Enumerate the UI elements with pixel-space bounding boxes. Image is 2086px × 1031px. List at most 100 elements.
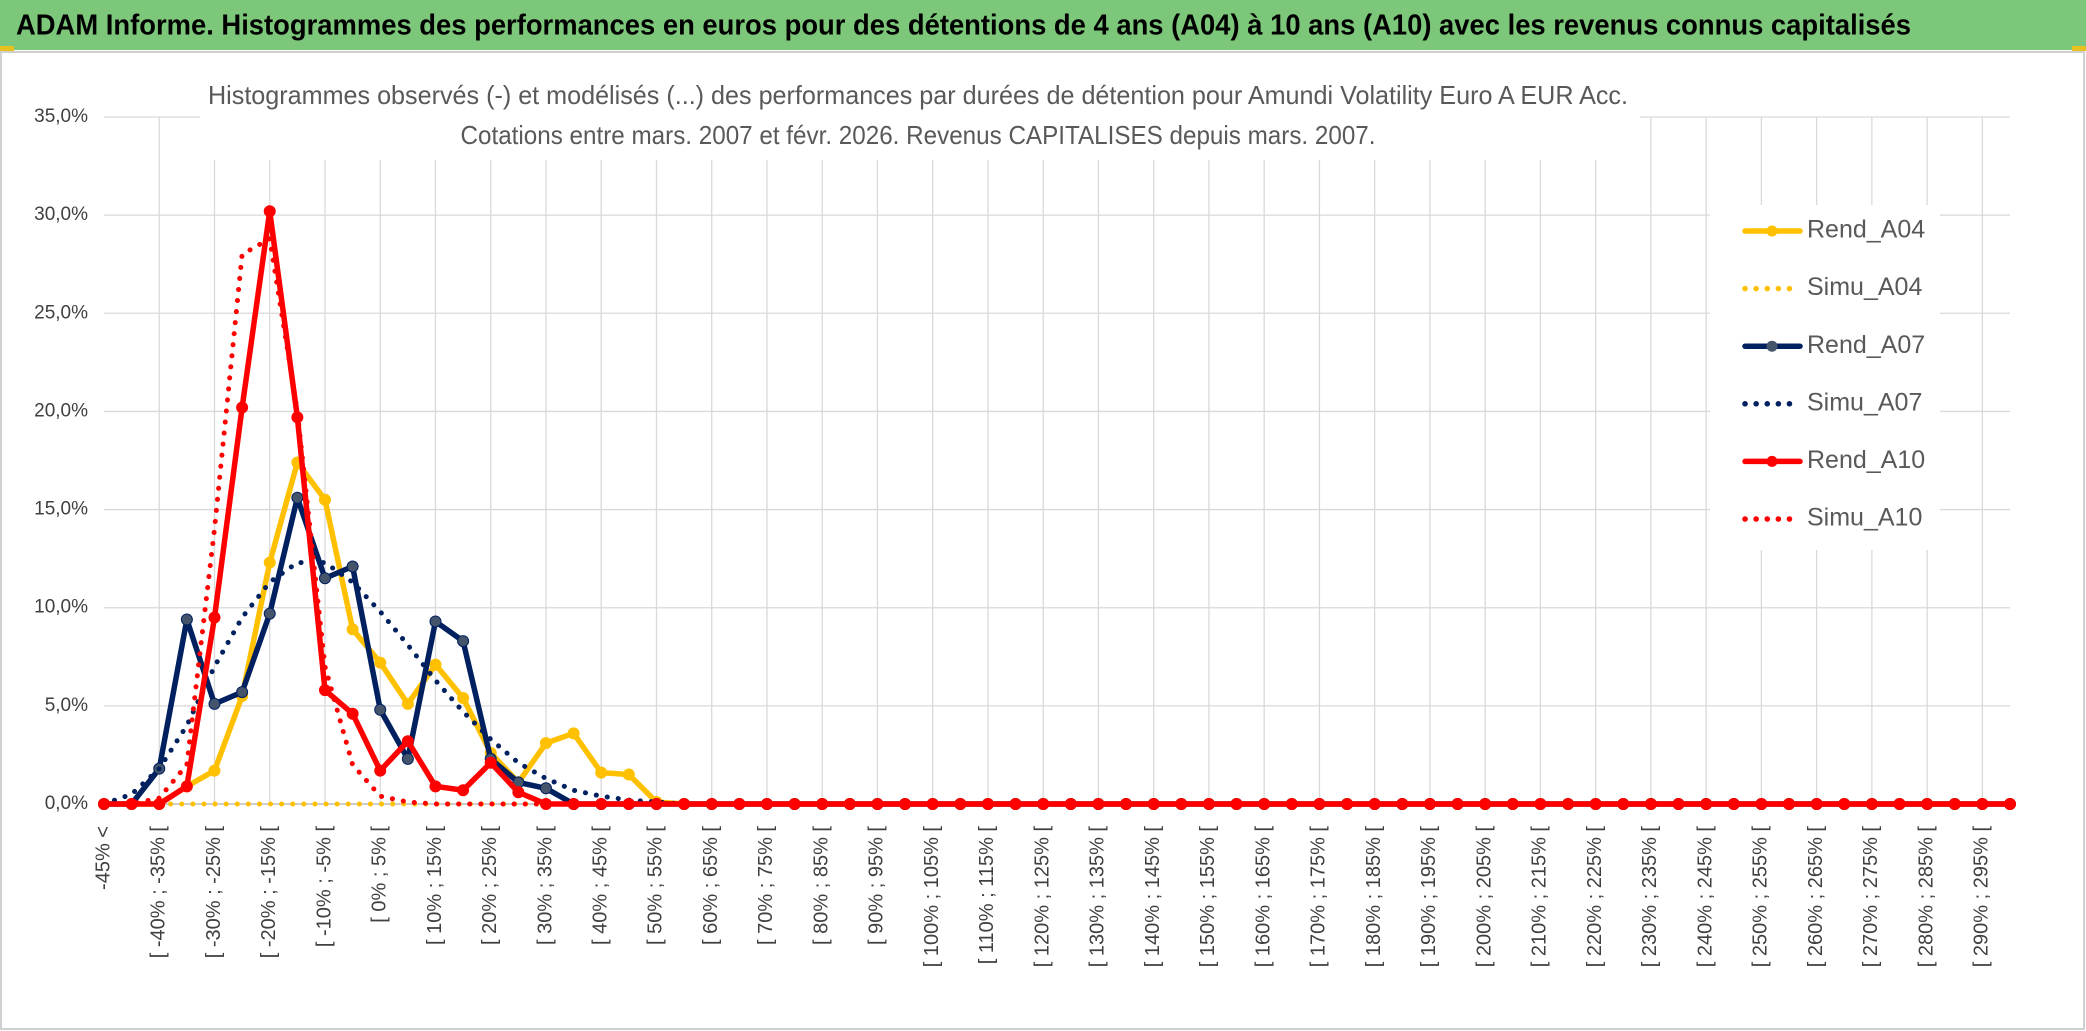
data-point	[208, 611, 221, 624]
data-point	[622, 768, 635, 781]
legend-label: Rend_A07	[1807, 331, 1925, 359]
data-point	[263, 556, 276, 569]
title-bar	[0, 0, 2086, 50]
data-point	[208, 764, 221, 777]
legend-label: Rend_A10	[1807, 446, 1925, 474]
x-tick-label: [ 40% ; 45% [	[589, 826, 611, 945]
x-tick-label: [ 250% ; 255% [	[1750, 826, 1772, 968]
x-tick-label: [ 150% ; 155% [	[1197, 826, 1219, 968]
y-tick-label: 20,0%	[34, 400, 88, 421]
data-point	[457, 635, 470, 648]
x-tick-label: [ 120% ; 125% [	[1031, 826, 1053, 968]
x-tick-label: [ 130% ; 135% [	[1087, 826, 1109, 968]
x-tick-label: [ 20% ; 25% [	[479, 826, 501, 945]
data-point	[429, 615, 442, 628]
x-tick-label: [ 220% ; 225% [	[1584, 826, 1606, 968]
data-point	[457, 784, 470, 797]
data-point	[512, 786, 525, 799]
data-point	[180, 780, 193, 793]
plot-area: 0,0% 5,0% 10,0% 15,0% 20,0% 25,0% 30,0% 35,0% -4…	[34, 106, 2016, 968]
x-tick-label: [ 280% ; 285% [	[1915, 826, 1937, 968]
y-tick-label: 30,0%	[34, 204, 88, 225]
data-point	[180, 613, 193, 626]
x-tick-label: [ 10% ; 15% [	[424, 826, 446, 945]
legend-bg	[1710, 205, 1940, 550]
corner-mark	[0, 46, 14, 51]
data-point	[595, 766, 608, 779]
x-tick-label: [ -10% ; -5% [	[313, 826, 335, 948]
data-point	[457, 692, 470, 705]
x-tick-label: [ 180% ; 185% [	[1363, 826, 1385, 968]
x-tick-label: [ 70% ; 75% [	[755, 826, 777, 945]
data-point	[236, 686, 249, 699]
data-point	[401, 697, 414, 710]
data-point	[484, 756, 497, 769]
y-tick-label: 10,0%	[34, 597, 88, 618]
x-tick-label: [ 170% ; 175% [	[1308, 826, 1330, 968]
x-tick-label: [ 260% ; 265% [	[1805, 826, 1827, 968]
data-point	[429, 780, 442, 793]
series-line	[101, 560, 2013, 807]
y-tick-label: 0,0%	[45, 793, 88, 814]
legend-marker	[1766, 225, 1778, 237]
data-point	[374, 656, 387, 669]
legend-label: Rend_A04	[1807, 216, 1925, 244]
y-tick-label: 35,0%	[34, 106, 88, 127]
data-point	[263, 205, 276, 218]
x-tick-label: [ 200% ; 205% [	[1473, 826, 1495, 968]
chart-title: Histogrammes observés (-) et modélisés (…	[208, 80, 1628, 110]
x-tick-label: [ 240% ; 245% [	[1694, 826, 1716, 968]
x-tick-label: [ 60% ; 65% [	[700, 826, 722, 945]
data-point	[374, 764, 387, 777]
x-tick-label: [ 80% ; 85% [	[810, 826, 832, 945]
data-point	[539, 782, 552, 795]
title-bg	[200, 78, 1640, 160]
data-point	[843, 798, 856, 810]
legend-marker	[1766, 455, 1778, 467]
series-line	[101, 236, 2013, 807]
legend-marker	[1766, 340, 1778, 352]
data-point	[346, 623, 359, 636]
data-point	[567, 727, 580, 740]
data-point	[374, 703, 387, 716]
data-point	[816, 798, 829, 810]
legend-label: Simu_A10	[1807, 504, 1922, 532]
y-tick-label: 25,0%	[34, 302, 88, 323]
legend-label: Simu_A07	[1807, 388, 1922, 416]
x-tick-label: [ 140% ; 145% [	[1142, 826, 1164, 968]
x-tick-label: [ -30% ; -25% [	[203, 826, 225, 959]
data-point	[401, 752, 414, 765]
x-tick-label: [ 190% ; 195% [	[1418, 826, 1440, 968]
data-point	[318, 684, 331, 697]
data-point	[318, 493, 331, 506]
y-tick-label: 5,0%	[45, 695, 88, 716]
chart-frame	[0, 51, 2085, 1030]
data-point	[346, 560, 359, 573]
data-point	[539, 737, 552, 750]
x-tick-label: -45% <	[92, 826, 114, 890]
chart-subtitle: Cotations entre mars. 2007 et févr. 2026…	[461, 120, 1376, 150]
data-point	[208, 697, 221, 710]
x-tick-label: [ 270% ; 275% [	[1860, 826, 1882, 968]
data-point	[291, 491, 304, 504]
y-tick-label: 15,0%	[34, 499, 88, 520]
x-tick-label: [ 160% ; 165% [	[1252, 826, 1274, 968]
data-point	[318, 572, 331, 585]
x-tick-label: [ 290% ; 295% [	[1971, 826, 1993, 968]
x-tick-label: [ -20% ; -15% [	[258, 826, 280, 959]
x-tick-label: [ 230% ; 235% [	[1639, 826, 1661, 968]
x-tick-label: [ 30% ; 35% [	[534, 826, 556, 945]
page-title: ADAM Informe. Histogrammes des performan…	[16, 10, 1911, 42]
data-point	[401, 735, 414, 748]
data-point	[263, 607, 276, 620]
data-point	[346, 707, 359, 720]
corner-mark	[2072, 46, 2086, 51]
x-tick-label: [ -40% ; -35% [	[148, 826, 170, 959]
x-tick-label: [ 90% ; 95% [	[866, 826, 888, 945]
x-tick-label: [ 110% ; 115% [	[976, 826, 998, 965]
x-tick-label: [ 100% ; 105% [	[921, 826, 943, 968]
x-tick-label: [ 210% ; 215% [	[1529, 826, 1551, 968]
data-point	[429, 658, 442, 671]
x-tick-label: [ 50% ; 55% [	[645, 826, 667, 945]
